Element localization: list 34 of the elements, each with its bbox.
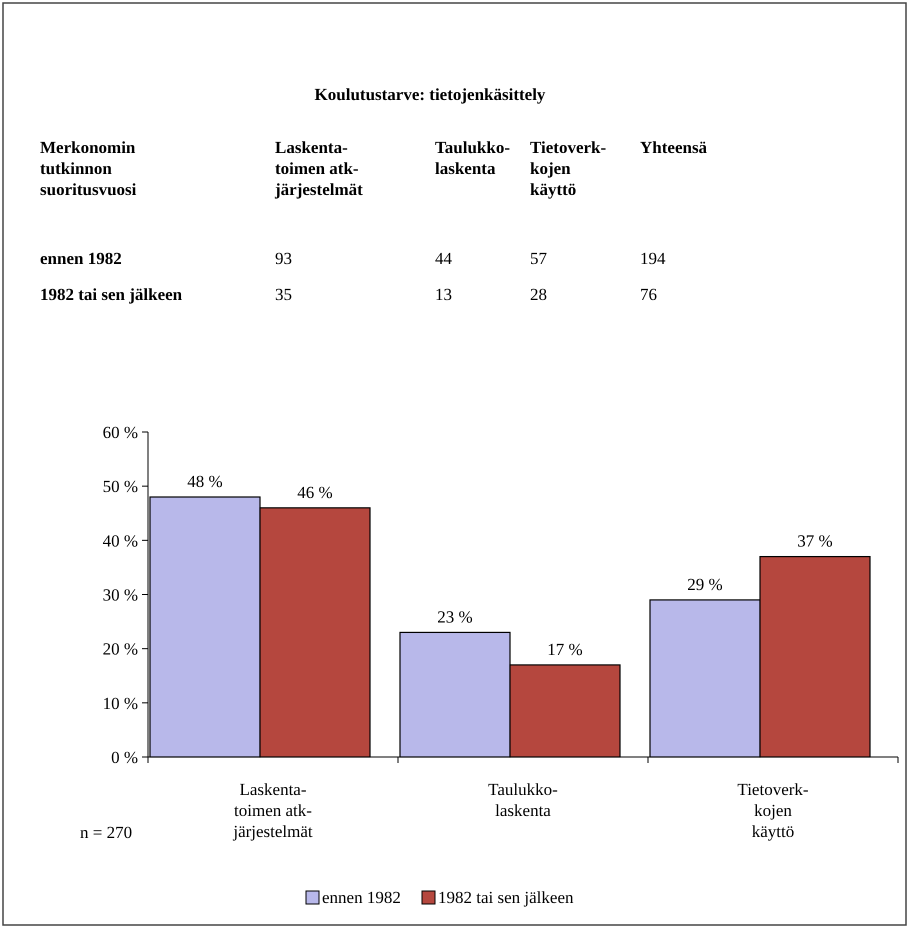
y-tick-label: 30 %: [102, 585, 138, 604]
text: 46 %: [297, 482, 333, 502]
text: 37 %: [797, 532, 833, 551]
y-tick-label: 50 %: [102, 477, 138, 496]
data-label: 93: [275, 249, 292, 268]
legend-label: ennen 1982: [322, 888, 401, 907]
text: 48 %: [187, 472, 223, 491]
y-tick-label: 1982 tai sen jälkeen: [40, 285, 183, 304]
data-label: 13: [435, 285, 452, 304]
data-label: 35: [275, 285, 292, 304]
y-tick-label: 60 %: [102, 422, 138, 442]
data-label: 57: [530, 249, 548, 268]
text: 17 %: [547, 640, 583, 659]
y-tick-label: 0 %: [111, 748, 138, 767]
x-tick-label: Laskenta- toimen atk- järjestelmät: [232, 780, 313, 841]
y-axis-title: Merkonomin tutkinnon suoritusvuosi: [40, 138, 137, 199]
data-label: 76: [640, 285, 657, 304]
text: 29 %: [687, 574, 723, 594]
x-tick-label: Yhteensä: [640, 138, 708, 157]
y-tick-label: 40 %: [102, 531, 138, 550]
y-tick-label: 20 %: [102, 640, 138, 659]
text: 23 %: [437, 607, 473, 626]
x-tick-label: Laskenta- toimen atk- järjestelmät: [274, 138, 364, 199]
y-tick-label: 10 %: [102, 694, 138, 713]
chart-title: Koulutustarve: tietojenkäsittely: [314, 85, 546, 104]
x-tick-label: Taulukko- laskenta: [488, 780, 558, 820]
x-tick-label: Taulukko- laskenta: [435, 138, 510, 178]
data-label: 44: [435, 249, 452, 268]
text: n = 270: [80, 823, 132, 842]
legend-label: 1982 tai sen jälkeen: [438, 888, 574, 907]
data-label: 194: [640, 249, 666, 268]
x-tick-label: Tietoverk- kojen käyttö: [737, 780, 809, 841]
data-label: 28: [530, 285, 547, 304]
x-tick-label: Tietoverk- kojen käyttö: [530, 138, 607, 199]
